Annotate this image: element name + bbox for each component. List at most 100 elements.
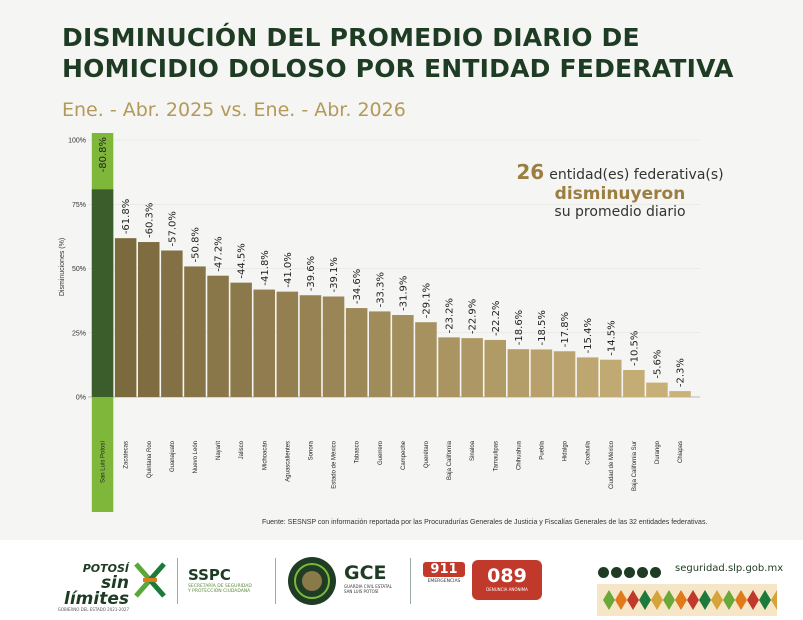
sspc-title: SSPC [188, 566, 231, 584]
footer-divider [275, 558, 276, 604]
pattern-diamond [627, 590, 639, 610]
gce-sub-1: GUARDIA CIVIL ESTATAL [344, 584, 392, 589]
bar [415, 322, 437, 397]
pattern-diamond [675, 590, 687, 610]
gce-title: GCE [344, 562, 387, 584]
pattern-diamond [735, 590, 747, 610]
category-label: Coahuila [586, 440, 592, 464]
value-label: -22.9% [468, 299, 479, 334]
n089: 089 [487, 565, 527, 587]
bar [184, 266, 206, 397]
category-label: Puebla [539, 440, 545, 459]
chart-subtitle: Ene. - Abr. 2025 vs. Ene. - Abr. 2026 [62, 99, 406, 121]
footer-divider [410, 558, 411, 604]
bar [91, 189, 114, 397]
value-label: -57.0% [167, 211, 178, 246]
category-label: Baja California Sur [632, 441, 638, 491]
pattern-diamond [603, 590, 615, 610]
category-label: San Luis Potosí [101, 441, 107, 483]
bar [138, 242, 160, 397]
y-tick-label: 50% [72, 266, 86, 273]
title-line-2: HOMICIDIO DOLOSO POR ENTIDAD FEDERATIVA [62, 54, 734, 83]
bar [623, 370, 645, 397]
category-label: Quintana Roo [147, 440, 153, 478]
y-tick-label: 25% [72, 330, 86, 337]
logo-911: 911 EMERGENCIAS [423, 562, 465, 584]
bar [438, 337, 460, 397]
source-note: Fuente: SESNSP con información reportada… [262, 519, 708, 526]
bar [369, 311, 391, 397]
category-label: Chihuahua [516, 440, 522, 470]
n911-sub: EMERGENCIAS [427, 579, 461, 584]
pattern-diamond [651, 590, 663, 610]
category-label: Guerrero [378, 440, 384, 465]
value-label: -31.9% [398, 276, 409, 311]
bar [299, 295, 322, 397]
potosi-sub: GOBIERNO DEL ESTADO 2021-2027 [57, 607, 129, 612]
pattern-diamond [699, 590, 711, 610]
category-label: Tamaulipas [493, 441, 499, 471]
bar [530, 349, 553, 397]
logo-089: 089 DENUNCIA ANÓNIMA [472, 560, 542, 600]
value-label: -10.5% [629, 331, 640, 366]
value-label: -23.2% [445, 298, 456, 333]
pattern-diamond [639, 590, 651, 610]
tiktok-icon[interactable] [650, 567, 661, 578]
category-label: Chiapas [678, 441, 684, 463]
bar [646, 382, 668, 397]
pattern-diamond [747, 590, 759, 610]
callout-line-2: disminuyeron [554, 184, 686, 204]
gce-sub-2: SAN LUIS POTOSÍ [344, 589, 379, 594]
value-label: -2.3% [676, 358, 687, 387]
bar [207, 275, 229, 397]
y-tick-label: 100% [68, 138, 86, 145]
value-label: -39.6% [306, 256, 317, 291]
gce-badge-icon [288, 557, 336, 605]
chart-title: DISMINUCIÓN DEL PROMEDIO DIARIO DE HOMIC… [62, 22, 762, 84]
bar [484, 339, 506, 397]
value-label: -41.8% [260, 250, 271, 285]
category-label: Querétaro [424, 440, 430, 468]
x-icon[interactable] [611, 567, 622, 578]
category-label: Michoacán [262, 441, 268, 470]
value-label: -80.8% [98, 137, 109, 172]
category-label: Sonora [308, 440, 314, 460]
gce-logo: GCE GUARDIA CIVIL ESTATAL SAN LUIS POTOS… [344, 562, 392, 594]
website-link[interactable]: seguridad.slp.gob.mx [675, 563, 784, 574]
bar-chart: Disminuciones (%) 100% 75% 50% 25% 0% -80.8% Sa… [59, 133, 700, 512]
bar [253, 289, 275, 397]
category-label: Estado de México [332, 440, 338, 488]
value-label: -41.0% [283, 252, 294, 287]
callout-count: 26 [516, 160, 545, 184]
category-label: Hidalgo [563, 440, 569, 461]
value-label: -18.6% [514, 310, 525, 345]
youtube-icon[interactable] [637, 567, 648, 578]
value-label: -61.8% [121, 199, 132, 234]
category-label: Sinaloa [470, 440, 476, 461]
sspc-logo: SSPC SECRETARÍA DE SEGURIDAD Y PROTECCIÓ… [188, 566, 252, 594]
n089-sub: DENUNCIA ANÓNIMA [486, 587, 528, 592]
footer-divider [177, 558, 178, 604]
bar [345, 308, 368, 397]
callout-line-3: su promedio diario [554, 204, 686, 220]
category-label: Tabasco [355, 440, 361, 463]
category-label: Jalisco [239, 440, 245, 459]
pattern-diamond [615, 590, 627, 610]
instagram-icon[interactable] [624, 567, 635, 578]
bar [114, 238, 137, 397]
callout-line-1: entidad(es) federativa(s) [549, 167, 724, 183]
potosi-main: sin límites [64, 573, 129, 609]
pattern-diamond [663, 590, 675, 610]
y-tick-label: 0% [76, 395, 86, 402]
bar [507, 349, 530, 397]
category-label: Nayarit [216, 441, 222, 460]
value-label: -29.1% [421, 283, 432, 318]
bar [230, 282, 252, 397]
title-line-1: DISMINUCIÓN DEL PROMEDIO DIARIO DE [62, 23, 640, 52]
category-label: Guanajuato [170, 440, 176, 472]
facebook-icon[interactable] [598, 567, 609, 578]
value-label: -50.8% [190, 227, 201, 262]
potosi-x-icon [134, 562, 166, 598]
bar [392, 315, 414, 397]
value-label: -22.2% [491, 301, 502, 336]
